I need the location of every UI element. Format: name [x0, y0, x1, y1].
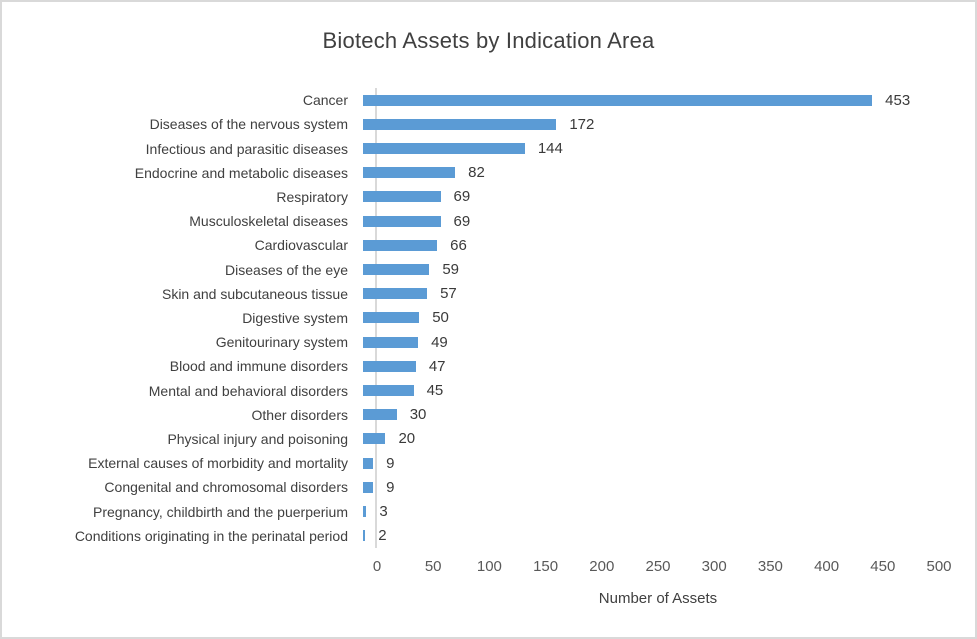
bar: [363, 118, 557, 130]
value-label: 69: [453, 188, 471, 206]
x-tick-label: 250: [645, 558, 671, 575]
category-label: Pregnancy, childbirth and the puerperium: [92, 503, 348, 520]
value-label: 20: [398, 430, 416, 448]
bar-row: Congenital and chromosomal disorders 9: [2, 475, 975, 499]
category-label: Mental and behavioral disorders: [148, 382, 348, 399]
bar: [363, 264, 430, 276]
category-label: Physical injury and poisoning: [167, 430, 348, 447]
bar: [363, 239, 438, 251]
category-label: External causes of morbidity and mortali…: [88, 455, 348, 472]
bar: [363, 506, 367, 518]
category-label: Congenital and chromosomal disorders: [104, 479, 348, 496]
value-label: 82: [468, 164, 485, 182]
value-label: 66: [450, 236, 467, 254]
value-label: 47: [428, 357, 446, 375]
bar-row: Pregnancy, childbirth and the puerperium…: [2, 499, 975, 523]
chart-title: Biotech Assets by Indication Area: [322, 28, 655, 53]
value-label: 45: [426, 382, 444, 400]
bar: [363, 167, 456, 179]
bar-row: Mental and behavioral disorders 45: [2, 378, 975, 402]
bar-row: Cardiovascular 66: [2, 233, 975, 257]
bar: [363, 360, 416, 372]
x-tick-label: 500: [926, 558, 952, 575]
bar-row: Skin and subcutaneous tissue 57: [2, 282, 975, 306]
category-label: Conditions originating in the perinatal …: [74, 527, 348, 544]
bar: [363, 481, 374, 493]
bar-row: Genitourinary system 49: [2, 330, 975, 354]
value-label: 172: [569, 115, 595, 133]
bar-row: Digestive system 50: [2, 306, 975, 330]
bar: [363, 312, 420, 324]
category-label: Cardiovascular: [254, 237, 348, 254]
value-label: 9: [386, 478, 395, 496]
bar-rows: Cancer 453 Diseases of the nervous system 1…: [2, 88, 975, 548]
bar-row: Conditions originating in the perinatal …: [2, 524, 975, 548]
x-tick-label: 0: [372, 558, 382, 575]
value-label: 57: [440, 285, 457, 303]
x-tick-label: 450: [870, 558, 896, 575]
bar: [363, 215, 441, 227]
category-label: Endocrine and metabolic diseases: [134, 164, 348, 181]
x-tick-label: 200: [589, 558, 615, 575]
value-label: 69: [453, 212, 471, 230]
bar: [363, 433, 386, 445]
x-tick-label: 400: [814, 558, 840, 575]
bar-row: Blood and immune disorders 47: [2, 354, 975, 378]
value-label: 3: [379, 503, 388, 521]
value-label: 2: [378, 527, 387, 545]
value-label: 50: [432, 309, 449, 327]
x-axis-ticks: 0 50 100 150 200 250 300 350 400 450 500: [2, 558, 975, 578]
bar-row: Physical injury and poisoning 20: [2, 427, 975, 451]
category-label: Musculoskeletal diseases: [189, 213, 348, 230]
category-label: Other disorders: [251, 406, 348, 423]
bar: [363, 143, 525, 154]
value-label: 49: [431, 333, 448, 351]
x-tick-label: 300: [701, 558, 727, 575]
value-label: 30: [409, 406, 427, 424]
bar: [363, 409, 397, 421]
bar: [363, 385, 414, 397]
bar-row: Cancer 453: [2, 88, 975, 112]
x-tick-label: 150: [533, 558, 559, 575]
value-label: 9: [386, 454, 395, 472]
bar-row: Other disorders 30: [2, 403, 975, 427]
bar-row: Infectious and parasitic diseases 144: [2, 136, 975, 160]
bar: [363, 191, 441, 203]
category-label: Diseases of the nervous system: [149, 116, 348, 133]
value-label: 59: [442, 261, 459, 279]
bar-row: Diseases of the eye 59: [2, 257, 975, 281]
bar: [363, 288, 428, 300]
x-tick-label: 50: [424, 558, 442, 575]
bar-row: Endocrine and metabolic diseases 82: [2, 161, 975, 185]
bar-row: Musculoskeletal diseases 69: [2, 209, 975, 233]
bar: [363, 457, 374, 469]
bar: [363, 94, 873, 106]
category-label: Digestive system: [242, 309, 348, 326]
value-label: 453: [885, 91, 911, 109]
category-label: Cancer: [302, 92, 348, 109]
x-tick-label: 100: [476, 558, 502, 575]
bar: [363, 336, 419, 348]
bar: [363, 530, 366, 542]
x-axis-title: Number of Assets: [598, 590, 718, 607]
bar-row: External causes of morbidity and mortali…: [2, 451, 975, 475]
category-label: Skin and subcutaneous tissue: [161, 285, 348, 302]
category-label: Infectious and parasitic diseases: [145, 140, 348, 157]
x-tick-label: 350: [757, 558, 783, 575]
category-label: Blood and immune disorders: [169, 358, 348, 375]
bar-row: Diseases of the nervous system 172: [2, 112, 975, 136]
category-label: Diseases of the eye: [225, 261, 348, 278]
bar-row: Respiratory 69: [2, 185, 975, 209]
category-label: Respiratory: [276, 188, 348, 205]
category-label: Genitourinary system: [215, 334, 348, 351]
value-label: 144: [537, 140, 563, 157]
